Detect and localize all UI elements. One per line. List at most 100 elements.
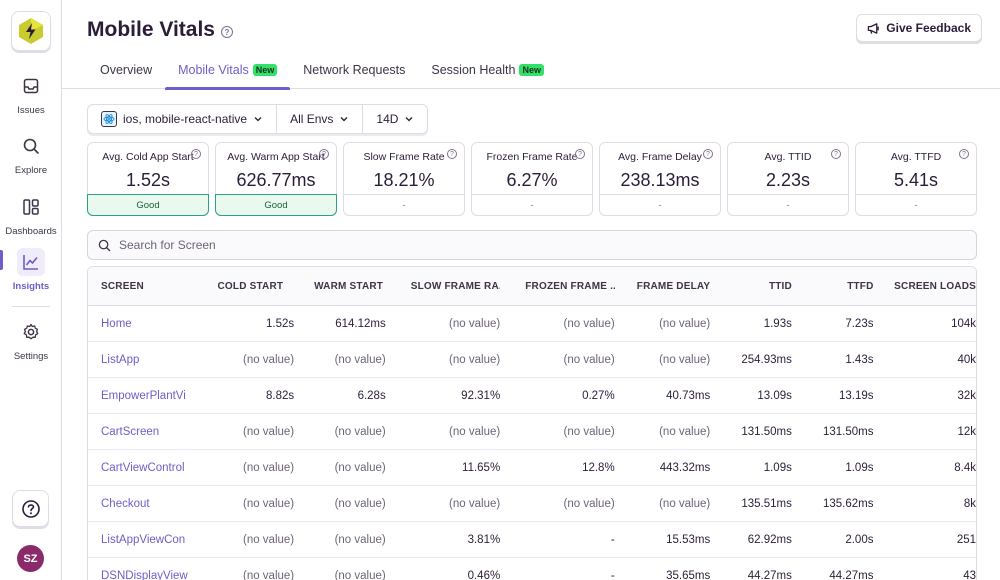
cell-screen[interactable]: EmpowerPlantVi xyxy=(101,389,186,402)
card-label: Avg. TTID xyxy=(764,151,812,163)
column-header-ttid[interactable]: TTID xyxy=(768,280,792,292)
nav-divider xyxy=(12,306,50,307)
info-icon[interactable]: ? xyxy=(447,149,457,159)
cell-warm-start: (no value) xyxy=(334,425,386,438)
dashboard-icon xyxy=(23,199,39,215)
app-logo[interactable] xyxy=(11,11,51,51)
column-header-ttfd[interactable]: TTFD xyxy=(847,280,874,292)
column-header-slow-frame-rate[interactable]: SLOW FRAME RA... xyxy=(410,280,501,292)
status-badge: - xyxy=(599,194,721,216)
cell-slow-frame-rate: (no value) xyxy=(449,317,501,330)
sidebar-item-label: Insights xyxy=(12,281,50,292)
info-icon[interactable]: ? xyxy=(191,149,201,159)
cell-ttfd: 1.43s xyxy=(845,353,874,366)
project-filter[interactable]: ios, mobile-react-native xyxy=(88,105,278,133)
date-range-filter[interactable]: 14D xyxy=(363,105,427,133)
cell-ttid: 44.27ms xyxy=(747,569,792,580)
cell-ttfd: 44.27ms xyxy=(829,569,874,580)
tab-label: Mobile Vitals xyxy=(178,63,249,77)
card-value: 6.27% xyxy=(506,170,558,190)
sidebar-item-settings[interactable]: Settings xyxy=(0,318,62,362)
tab-bar: Overview Mobile Vitals New Network Reques… xyxy=(87,58,557,90)
card-label: Avg. Cold App Start xyxy=(102,151,194,163)
page-title: Mobile Vitals xyxy=(87,18,215,41)
help-button[interactable] xyxy=(12,490,49,527)
give-feedback-button[interactable]: Give Feedback xyxy=(856,14,982,42)
cell-ttfd: 13.19s xyxy=(838,389,874,402)
inbox-icon xyxy=(23,78,39,94)
table-header: SCREEN COLD START WARM START SLOW FRAME … xyxy=(88,267,976,306)
sidebar-item-issues[interactable]: Issues xyxy=(0,72,62,116)
cell-frozen-frame-rate: (no value) xyxy=(563,353,615,366)
cell-screen[interactable]: CartScreen xyxy=(101,425,160,438)
search-input[interactable] xyxy=(119,238,919,252)
tab-session-health[interactable]: Session Health New xyxy=(418,58,557,89)
info-icon[interactable]: ? xyxy=(575,149,585,159)
cell-screen[interactable]: ListApp xyxy=(101,353,140,366)
card-label: Avg. Frame Delay xyxy=(618,151,702,163)
cell-screen[interactable]: Home xyxy=(101,317,132,330)
page-header: Mobile Vitals ? Give Feedback Overview M… xyxy=(62,0,1000,90)
table-row: ListAppViewCon (no value) (no value) 3.81% -… xyxy=(88,522,976,558)
info-icon[interactable]: ? xyxy=(703,149,713,159)
sidebar-item-insights[interactable]: Insights xyxy=(0,248,62,292)
metric-card-ttfd: Avg. TTFD ? 5.41s - xyxy=(855,142,977,216)
sidebar-item-explore[interactable]: Explore xyxy=(0,132,62,176)
chart-icon xyxy=(23,255,38,270)
cell-ttfd: 135.62ms xyxy=(822,497,874,510)
tab-overview[interactable]: Overview xyxy=(87,58,165,89)
cell-screen[interactable]: DSNDisplayView xyxy=(101,569,188,580)
table-body: Home 1.52s 614.12ms (no value) (no value) (no… xyxy=(88,306,976,580)
info-icon[interactable]: ? xyxy=(959,149,969,159)
card-label: Avg. Warm App Start xyxy=(227,151,325,163)
environment-filter[interactable]: All Envs xyxy=(277,105,364,133)
cell-ttid: 13.09s xyxy=(757,389,792,402)
tab-label: Overview xyxy=(100,63,153,77)
sidebar-item-label: Explore xyxy=(14,165,48,176)
cell-cold-start: (no value) xyxy=(242,353,295,366)
info-icon[interactable]: ? xyxy=(831,149,841,159)
cell-screen[interactable]: ListAppViewCon xyxy=(101,533,186,546)
cell-cold-start: (no value) xyxy=(242,497,295,510)
cell-frame-delay: 15.53ms xyxy=(666,533,711,546)
cell-cold-start: (no value) xyxy=(242,461,295,474)
column-header-screen-loads[interactable]: SCREEN LOADS xyxy=(894,280,977,292)
tab-network-requests[interactable]: Network Requests xyxy=(290,58,418,89)
column-header-frozen-frame-rate[interactable]: FROZEN FRAME ... xyxy=(525,280,615,292)
cell-slow-frame-rate: 0.46% xyxy=(467,569,501,580)
column-header-screen[interactable]: SCREEN xyxy=(101,280,144,292)
cell-screen-loads: 104k xyxy=(951,317,977,330)
cell-slow-frame-rate: (no value) xyxy=(449,425,501,438)
screen-search xyxy=(87,230,977,260)
metric-card-frame-delay: Avg. Frame Delay ? 238.13ms - xyxy=(599,142,721,216)
cell-frozen-frame-rate: 0.27% xyxy=(582,389,615,402)
chevron-down-icon xyxy=(405,117,413,122)
cell-frame-delay: 35.65ms xyxy=(666,569,711,580)
sidebar: Issues Explore Dashboards Insights Setti… xyxy=(0,0,62,580)
cell-warm-start: (no value) xyxy=(334,569,386,580)
table-row: CartScreen (no value) (no value) (no value)… xyxy=(88,414,976,450)
column-header-frame-delay[interactable]: FRAME DELAY xyxy=(636,280,711,292)
table-row: CartViewControl (no value) (no value) 11.65… xyxy=(88,450,976,486)
column-header-cold-start[interactable]: COLD START xyxy=(217,280,284,292)
cell-ttid: 1.93s xyxy=(763,317,792,330)
cell-frozen-frame-rate: - xyxy=(610,569,615,580)
card-label: Frozen Frame Rate xyxy=(486,151,578,163)
project-filter-label: ios, mobile-react-native xyxy=(123,112,248,126)
page-filters: ios, mobile-react-native All Envs 14D xyxy=(87,104,429,134)
cell-screen[interactable]: CartViewControl xyxy=(101,461,185,474)
info-icon[interactable]: ? xyxy=(319,149,329,159)
table-row: ListApp (no value) (no value) (no value) (no… xyxy=(88,342,976,378)
sidebar-item-dashboards[interactable]: Dashboards xyxy=(0,193,62,237)
help-circle-icon[interactable]: ? xyxy=(221,26,233,38)
search-icon xyxy=(23,138,39,154)
table-row: DSNDisplayView (no value) (no value) 0.46% -… xyxy=(88,558,976,580)
avatar[interactable]: SZ xyxy=(17,545,44,572)
cell-screen[interactable]: Checkout xyxy=(101,497,150,510)
metric-card-frozen-frame-rate: Frozen Frame Rate ? 6.27% - xyxy=(471,142,593,216)
card-value: 5.41s xyxy=(893,170,939,190)
chevron-down-icon xyxy=(340,117,348,122)
column-header-warm-start[interactable]: WARM START xyxy=(314,280,384,292)
gear-icon xyxy=(23,323,39,340)
tab-mobile-vitals[interactable]: Mobile Vitals New xyxy=(165,58,291,90)
